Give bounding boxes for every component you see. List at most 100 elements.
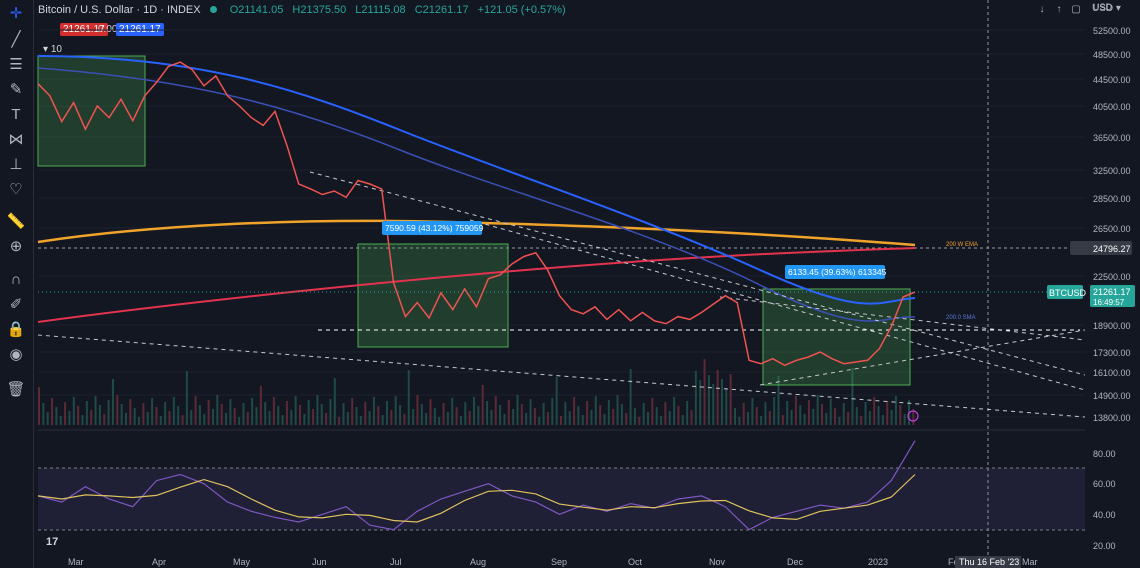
volume-bar	[55, 407, 58, 425]
volume-bar	[433, 408, 436, 425]
volume-bar	[790, 410, 793, 425]
volume-bar	[490, 410, 493, 425]
brush-icon[interactable]: ✎	[9, 81, 23, 98]
volume-bar	[125, 413, 127, 425]
volume-bar	[394, 396, 397, 425]
magnet-icon[interactable]: ∩	[10, 271, 22, 288]
fib-retracement-icon[interactable]: ☰	[9, 56, 23, 73]
volume-bar	[781, 415, 784, 425]
volume-bar	[812, 409, 815, 425]
sma-label: 200.0 SMA	[946, 315, 976, 321]
volume-bar	[159, 416, 162, 425]
scroll-up-icon[interactable]: ↑	[1056, 4, 1062, 15]
volume-bar	[272, 397, 275, 425]
volume-bar	[542, 403, 545, 425]
volume-bar	[351, 398, 354, 425]
heart-icon[interactable]: ♡	[9, 181, 23, 198]
volume-bar	[707, 375, 710, 425]
lock-drawing-icon[interactable]: ✐	[9, 296, 23, 313]
lock-icon[interactable]: 🔒	[6, 321, 26, 338]
volume-bar	[616, 395, 619, 425]
volume-bar	[660, 416, 663, 425]
volume-bar	[560, 416, 562, 425]
volume-bar	[755, 407, 758, 425]
volume-bar	[603, 414, 606, 425]
measure-tag-1	[382, 221, 482, 235]
volume-bar	[455, 407, 458, 425]
volume-bar	[486, 401, 489, 425]
volume-bar	[146, 412, 149, 425]
volume-bar	[516, 395, 519, 425]
pattern-icon[interactable]: ⋈	[8, 131, 24, 148]
volume-bar	[203, 414, 206, 425]
scroll-down-icon[interactable]: ↓	[1039, 4, 1045, 15]
volume-bar	[677, 406, 680, 425]
zoom-in-icon[interactable]: ⊕	[9, 238, 23, 255]
volume-bar	[459, 416, 462, 425]
rsi-axis-label: 80.00	[1093, 449, 1116, 459]
volume-bar	[686, 401, 689, 425]
volume-bar	[673, 397, 676, 425]
trend-line	[469, 219, 1086, 391]
volume-bar	[564, 402, 567, 425]
volume-bar	[329, 399, 332, 425]
volume-bar	[225, 413, 228, 425]
volume-bar	[473, 397, 475, 425]
volume-bar	[259, 386, 262, 425]
volume-bar	[764, 402, 767, 425]
volume-bar	[151, 398, 154, 425]
volume-bar	[590, 410, 593, 425]
indicator-length[interactable]: ▾ 10	[40, 43, 65, 56]
volume-bar	[129, 399, 132, 425]
volume-bar	[285, 401, 288, 425]
volume-bar	[642, 403, 645, 425]
volume-bar	[816, 395, 819, 425]
volume-bar	[198, 405, 201, 425]
volume-bar	[299, 405, 301, 425]
prediction-icon[interactable]: ⊥	[9, 156, 23, 173]
symbol-title[interactable]: Bitcoin / U.S. Dollar · 1D · INDEX	[38, 4, 201, 16]
volume-bar	[194, 396, 197, 425]
volume-bar	[703, 359, 706, 425]
price-axis-label: 18900.00	[1093, 321, 1131, 331]
volume-bar	[529, 399, 532, 425]
volume-bar	[81, 415, 84, 425]
volume-bar	[142, 403, 145, 425]
volume-bar	[886, 401, 889, 425]
volume-bar	[390, 410, 393, 425]
volume-bar	[399, 405, 402, 425]
volume-bar	[372, 397, 375, 425]
time-axis-label: Mar	[1022, 557, 1038, 567]
volume-bar	[412, 409, 415, 425]
trash-icon[interactable]: 🗑	[6, 381, 26, 398]
volume-bar	[499, 405, 502, 425]
eye-icon[interactable]: ◉	[9, 346, 23, 363]
volume-bar	[890, 410, 893, 425]
crosshair-time-label: Thu 16 Feb '23	[959, 557, 1019, 567]
rsi-axis-label: 40.00	[1093, 510, 1116, 520]
crosshair-icon[interactable]: ✛	[9, 5, 23, 22]
volume-bar	[881, 415, 884, 425]
volume-bar	[346, 412, 349, 425]
volume-bar	[438, 417, 441, 425]
volume-bar	[320, 404, 323, 425]
volume-bar	[381, 415, 384, 425]
trend-line	[309, 171, 1086, 376]
volume-bar	[120, 404, 123, 425]
red-trend-ma-line	[37, 247, 916, 323]
price-axis: 52500.00 48500.00 44500.00 40500.00 36500.00…	[1047, 2, 1135, 551]
volume-bar	[242, 403, 245, 425]
volume-bar	[773, 397, 776, 425]
volume-bar	[138, 417, 141, 425]
trend-line-icon[interactable]: ╱	[11, 31, 21, 48]
ruler-icon[interactable]: 📏	[6, 213, 26, 230]
currency-selector[interactable]: USD ▾	[1092, 3, 1121, 14]
text-tool-icon[interactable]: T	[11, 106, 21, 123]
volume-bar	[751, 398, 754, 425]
price-axis-label: 32500.00	[1093, 166, 1131, 176]
maximize-icon[interactable]: ▢	[1071, 4, 1081, 15]
volume-bar	[620, 404, 623, 425]
time-axis-label: Oct	[628, 557, 643, 567]
volume-bar	[821, 404, 823, 425]
